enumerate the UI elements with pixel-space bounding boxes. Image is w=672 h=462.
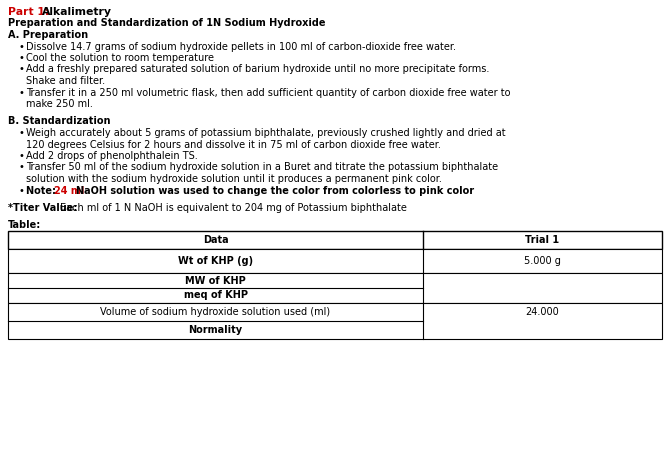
Text: Add a freshly prepared saturated solution of barium hydroxide until no more prec: Add a freshly prepared saturated solutio… <box>26 65 489 74</box>
Text: *Titer Value:: *Titer Value: <box>8 203 81 213</box>
Text: Part 1:: Part 1: <box>8 7 53 17</box>
Text: Transfer it in a 250 ml volumetric flask, then add sufficient quantity of carbon: Transfer it in a 250 ml volumetric flask… <box>26 87 511 97</box>
Text: •: • <box>18 42 24 51</box>
Text: Weigh accurately about 5 grams of potassium biphthalate, previously crushed ligh: Weigh accurately about 5 grams of potass… <box>26 128 505 138</box>
Text: Add 2 drops of phenolphthalein TS.: Add 2 drops of phenolphthalein TS. <box>26 151 198 161</box>
Text: •: • <box>18 186 24 195</box>
Text: meq of KHP: meq of KHP <box>183 291 247 300</box>
Text: MW of KHP: MW of KHP <box>185 275 246 286</box>
Text: B. Standardization: B. Standardization <box>8 116 110 127</box>
Text: Cool the solution to room temperature: Cool the solution to room temperature <box>26 53 214 63</box>
Bar <box>8 231 662 249</box>
Text: Shake and filter.: Shake and filter. <box>26 76 105 86</box>
Bar <box>8 303 662 339</box>
Text: •: • <box>18 87 24 97</box>
Text: Each ml of 1 N NaOH is equivalent to 204 mg of Potassium biphthalate: Each ml of 1 N NaOH is equivalent to 204… <box>60 203 407 213</box>
Text: 24 ml: 24 ml <box>54 186 88 195</box>
Text: Transfer 50 ml of the sodium hydroxide solution in a Buret and titrate the potas: Transfer 50 ml of the sodium hydroxide s… <box>26 163 498 172</box>
Text: Normality: Normality <box>188 325 243 335</box>
Text: Wt of KHP (g): Wt of KHP (g) <box>178 256 253 266</box>
Text: Data: Data <box>203 235 228 245</box>
Text: •: • <box>18 128 24 138</box>
Text: Alkalimetry: Alkalimetry <box>42 7 112 17</box>
Text: solution with the sodium hydroxide solution until it produces a permanent pink c: solution with the sodium hydroxide solut… <box>26 174 442 184</box>
Text: NaOH solution was used to change the color from colorless to pink color: NaOH solution was used to change the col… <box>76 186 474 195</box>
Text: •: • <box>18 65 24 74</box>
Text: •: • <box>18 163 24 172</box>
Text: 5.000 g: 5.000 g <box>524 256 561 266</box>
Text: Volume of sodium hydroxide solution used (ml): Volume of sodium hydroxide solution used… <box>100 307 331 317</box>
Bar <box>8 249 662 273</box>
Text: 120 degrees Celsius for 2 hours and dissolve it in 75 ml of carbon dioxide free : 120 degrees Celsius for 2 hours and diss… <box>26 140 441 150</box>
Text: 24.000: 24.000 <box>526 307 559 317</box>
Text: •: • <box>18 151 24 161</box>
Bar <box>8 273 662 303</box>
Text: Note:: Note: <box>26 186 59 195</box>
Text: Table:: Table: <box>8 220 41 231</box>
Text: Preparation and Standardization of 1N Sodium Hydroxide: Preparation and Standardization of 1N So… <box>8 18 325 29</box>
Text: A. Preparation: A. Preparation <box>8 30 88 40</box>
Text: •: • <box>18 53 24 63</box>
Text: make 250 ml.: make 250 ml. <box>26 99 93 109</box>
Text: Dissolve 14.7 grams of sodium hydroxide pellets in 100 ml of carbon-dioxide free: Dissolve 14.7 grams of sodium hydroxide … <box>26 42 456 51</box>
Text: Trial 1: Trial 1 <box>526 235 560 245</box>
